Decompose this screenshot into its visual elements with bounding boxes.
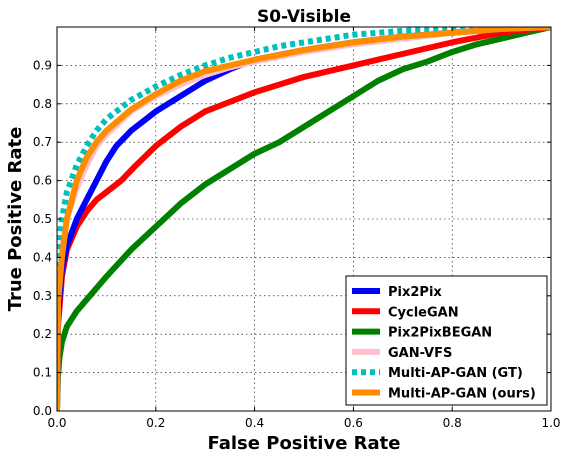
x-tick-label: 0.8 [443,416,462,430]
y-tick-label: 0.2 [33,327,52,341]
y-axis-title: True Positive Rate [5,127,26,312]
legend-label: Pix2Pix [388,285,442,300]
x-tick-label: 0.4 [245,416,264,430]
y-tick-label: 0.4 [33,250,52,264]
series-line-pix2pixbegan [57,27,551,411]
axis-ticks: 0.0 0.2 0.4 0.6 0.8 1.0 0.0 0.1 0.2 0.3 0.4 0.5 0.6 0… [33,27,561,430]
legend-label: Multi-AP-GAN (GT) [388,366,523,381]
x-tick-label: 0.0 [47,416,66,430]
y-tick-label: 0.1 [33,366,52,380]
x-tick-label: 0.2 [146,416,165,430]
legend-label: Pix2PixBEGAN [388,326,492,341]
x-tick-label: 1.0 [541,416,560,430]
series-lines [57,27,551,411]
chart-title: S0-Visible [257,7,351,27]
y-tick-label: 0.0 [33,404,52,418]
legend-label: Multi-AP-GAN (ours) [388,387,536,402]
y-tick-label: 0.6 [33,174,52,188]
legend-box [345,275,548,406]
x-axis-title: False Positive Rate [208,433,401,454]
y-tick-label: 0.8 [33,97,52,111]
series-line-multi-ap-gan-ours [57,27,551,411]
y-tick-label: 0.3 [33,289,52,303]
series-line-multi-ap-gan-gt [57,27,551,411]
y-tick-label: 0.7 [33,135,52,149]
legend: Pix2Pix CycleGAN Pix2PixBEGAN GAN-VFS Multi-… [345,275,548,406]
y-tick-label: 0.9 [33,58,52,72]
x-tick-label: 0.6 [344,416,363,430]
legend-label: GAN-VFS [388,346,452,361]
y-tick-label: 0.5 [33,212,52,226]
legend-label: CycleGAN [388,305,459,320]
